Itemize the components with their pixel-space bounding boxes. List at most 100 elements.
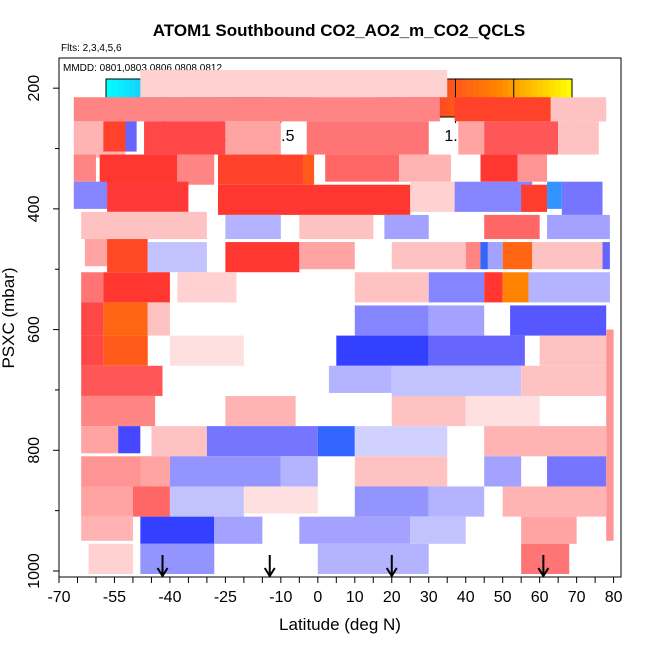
heatmap-cell <box>391 395 466 427</box>
heatmap-cell <box>177 154 215 185</box>
heatmap-cell <box>103 302 148 336</box>
heatmap-cell <box>354 426 448 457</box>
y-axis-label: PSXC (mbar) <box>0 267 18 368</box>
heatmap-cell <box>206 426 318 457</box>
heatmap-cell <box>510 305 607 336</box>
y-tick-label: 400 <box>26 195 43 222</box>
heatmap-cell <box>502 272 529 303</box>
x-axis: -70 -55 -40 -25 -10 0 10 20 30 40 50 60 70 80 <box>47 577 623 606</box>
heatmap-cell <box>81 516 133 541</box>
heatmap-cell <box>118 426 141 454</box>
heatmap-cell <box>317 426 355 457</box>
flight-arrow-head <box>537 567 550 578</box>
heatmap-cell <box>107 239 148 273</box>
heatmap-cell <box>147 302 170 336</box>
y-tick-label: 1000 <box>26 553 43 589</box>
heatmap-cell <box>88 543 133 574</box>
heatmap-cell <box>140 543 215 574</box>
heatmap-cell <box>225 214 281 240</box>
flight-arrow-head <box>385 567 398 578</box>
heatmap-cell <box>399 154 451 182</box>
heatmap-cell <box>144 121 226 155</box>
heatmap-cell <box>99 154 178 185</box>
heatmap-cell <box>81 272 104 303</box>
heatmap-cell <box>328 365 392 393</box>
heatmap-cell <box>428 335 525 366</box>
heatmap-cell <box>521 184 548 212</box>
heatmap-cell <box>606 329 614 541</box>
heatmap-cell <box>225 121 281 155</box>
heatmap-cell <box>502 486 607 517</box>
heatmap-cell <box>81 211 207 240</box>
heatmap-cell <box>81 426 119 454</box>
colorbar-swatch <box>449 79 457 117</box>
heatmap-cell <box>528 272 610 303</box>
heatmap-cell <box>484 121 559 155</box>
heatmap-cell <box>550 97 607 122</box>
heatmap-cell <box>558 121 599 155</box>
x-tick-label: -55 <box>103 589 126 606</box>
heatmap-cell <box>103 335 148 366</box>
heatmap-cell <box>214 516 263 544</box>
chart-title: ATOM1 Southbound CO2_AO2_m_CO2_QCLS <box>153 21 525 40</box>
heatmap-cell <box>391 365 522 396</box>
flight-arrows <box>156 555 550 578</box>
heatmap-cell <box>480 242 488 270</box>
heatmap-cell <box>521 543 570 574</box>
heatmap-cell <box>81 456 152 487</box>
x-tick-label: 70 <box>568 589 586 606</box>
heatmap-cell <box>410 181 455 212</box>
heatmap-cell <box>225 395 296 427</box>
flight-arrow-head <box>263 567 276 578</box>
dates-label: MMDD: 0801,0803,0806,0808,0812 <box>63 63 222 74</box>
heatmap-cell <box>384 214 429 240</box>
heatmap-cell <box>428 305 485 336</box>
heatmap-cell <box>306 121 429 155</box>
x-tick-label: 20 <box>383 589 401 606</box>
colorbar-swatch <box>438 79 445 117</box>
x-tick-label: 40 <box>457 589 475 606</box>
heatmap-cell <box>354 486 429 517</box>
plot-frame <box>58 57 622 578</box>
x-axis-label: Latitude (deg N) <box>279 615 401 634</box>
heatmap-cell <box>547 214 610 240</box>
heatmap-cell <box>391 242 466 270</box>
x-tick-label: 50 <box>494 589 512 606</box>
heatmap-cell <box>225 242 300 273</box>
heatmap-cell <box>151 426 207 457</box>
heatmap-cell <box>140 70 448 98</box>
y-tick-label: 600 <box>26 316 43 343</box>
x-tick-label: -40 <box>158 589 181 606</box>
heatmap-cell <box>502 242 533 270</box>
heatmap-cell <box>81 365 163 396</box>
heatmap-cell <box>325 154 400 182</box>
heatmap-cell <box>147 242 207 273</box>
heatmap-cell <box>465 242 481 270</box>
heatmap-cell <box>317 543 429 574</box>
heatmap-cell <box>303 154 315 185</box>
y-tick-label: 800 <box>26 437 43 464</box>
heatmap-cell <box>132 486 170 517</box>
x-tick-label: 0 <box>313 589 322 606</box>
y-axis: 200 400 600 800 1000 <box>26 75 59 589</box>
x-tick-label: 10 <box>346 589 364 606</box>
heatmap-cells <box>73 70 614 574</box>
heatmap-cell <box>354 456 448 487</box>
heatmap-cell <box>410 516 466 544</box>
heatmap-cell <box>73 181 108 209</box>
heatmap-cell <box>521 516 577 544</box>
heatmap-cell <box>107 181 189 212</box>
x-tick-label: -70 <box>47 589 70 606</box>
heatmap-cell <box>532 242 603 270</box>
heatmap-cell <box>140 456 170 487</box>
flight-arrow-head <box>156 567 169 578</box>
heatmap-cell <box>103 272 170 303</box>
heatmap-cell <box>299 242 355 270</box>
heatmap-cell <box>454 97 551 122</box>
heatmap-cell <box>169 486 244 517</box>
x-tick-label: 30 <box>420 589 438 606</box>
heatmap-cell <box>561 181 603 215</box>
heatmap-cell <box>354 305 429 336</box>
colorbar-swatch <box>443 79 451 117</box>
heatmap-cell <box>299 516 411 544</box>
